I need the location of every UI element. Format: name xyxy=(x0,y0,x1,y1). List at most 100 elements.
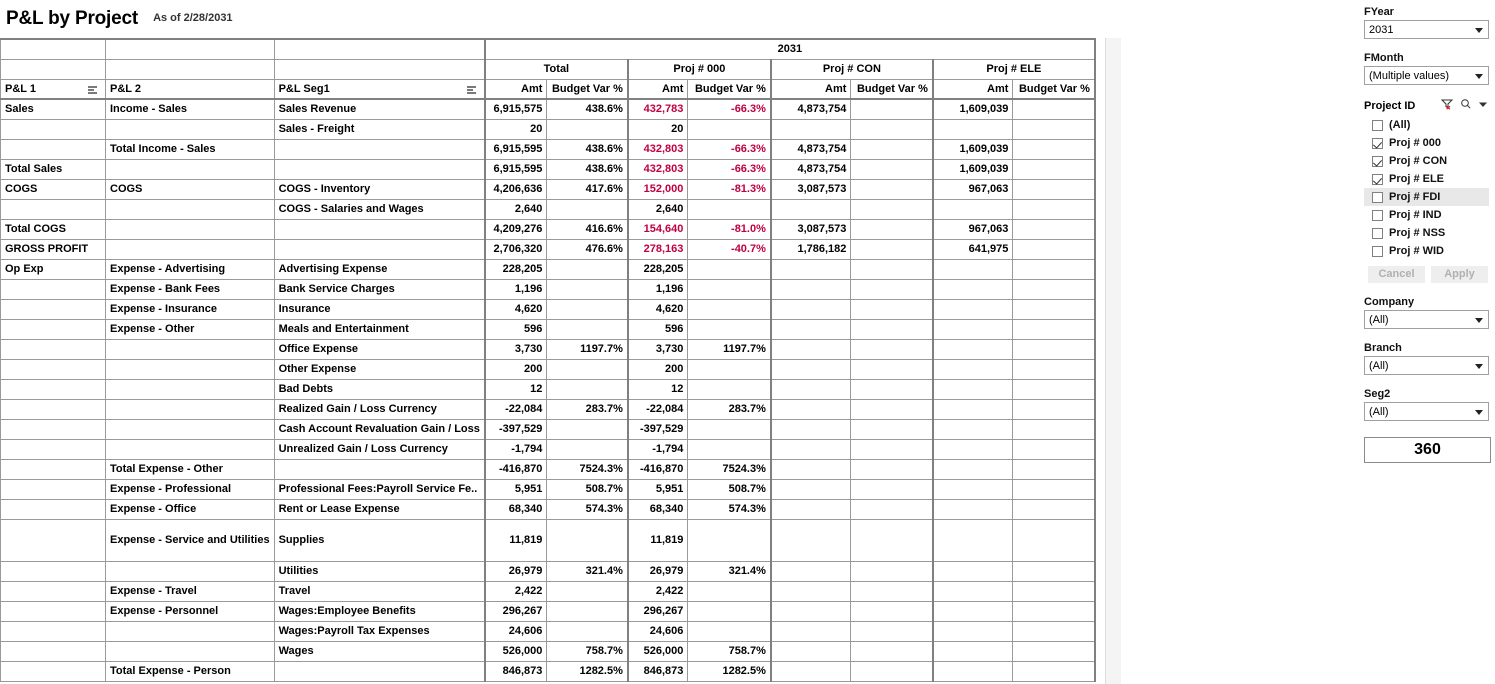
col-group-total[interactable]: Total xyxy=(484,58,629,80)
table-row[interactable]: Expense - Personnel Wages:Employee Benefi… xyxy=(0,600,1096,622)
cell-plseg1: Professional Fees:Payroll Service Fe.. xyxy=(273,478,486,500)
cell-plseg1: Bank Service Charges xyxy=(273,278,486,300)
filter-label-project-id: Project ID xyxy=(1364,99,1416,112)
sort-icon[interactable] xyxy=(86,84,100,96)
table-row[interactable]: Bad Debts 12 12 xyxy=(0,378,1096,400)
table-row[interactable]: Wages 526,000 758.7% 526,000 758.7% xyxy=(0,640,1096,662)
table-row[interactable]: COGS - Salaries and Wages 2,640 2,640 xyxy=(0,198,1096,220)
checkbox-icon[interactable] xyxy=(1372,173,1383,185)
chevron-down-icon[interactable] xyxy=(1475,410,1483,415)
cell-pcon-var xyxy=(850,458,934,480)
filter-select-seg2[interactable]: (All) xyxy=(1364,402,1489,421)
checkbox-icon[interactable] xyxy=(1372,227,1383,239)
table-row[interactable]: Expense - Bank Fees Bank Service Charges 1… xyxy=(0,278,1096,300)
chevron-down-icon[interactable] xyxy=(1475,318,1483,323)
col-group-proj-ele[interactable]: Proj # ELE xyxy=(932,58,1096,80)
sort-icon[interactable] xyxy=(465,84,479,96)
table-row[interactable]: Total Sales 6,915,595 438.6% 432,803 -66.3% 4… xyxy=(0,158,1096,180)
filter-item-project[interactable]: (All) xyxy=(1364,116,1489,134)
table-row[interactable]: Expense - Professional Professional Fees:… xyxy=(0,478,1096,500)
table-row[interactable]: COGS COGS COGS - Inventory 4,206,636 417.6% 1… xyxy=(0,178,1096,200)
pivot-table-container[interactable]: 2031 Total Proj # 000 Proj # CON Proj # … xyxy=(0,38,1121,684)
cell-total-var: 417.6% xyxy=(546,178,629,200)
clear-filter-icon[interactable] xyxy=(1440,98,1455,113)
apply-button[interactable]: Apply xyxy=(1431,266,1488,283)
filter-item-project[interactable]: Proj # ELE xyxy=(1364,170,1489,188)
checkbox-icon[interactable] xyxy=(1372,155,1383,167)
cell-total-var: 476.6% xyxy=(546,238,629,260)
filter-select-fmonth[interactable]: (Multiple values) xyxy=(1364,66,1489,85)
table-row[interactable]: GROSS PROFIT 2,706,320 476.6% 278,163 -40.7%… xyxy=(0,238,1096,260)
table-row[interactable]: Total Income - Sales 6,915,595 438.6% 432,8… xyxy=(0,138,1096,160)
table-row[interactable]: Total Expense - Other -416,870 7524.3% -416… xyxy=(0,458,1096,480)
cell-pcon-var xyxy=(850,98,934,120)
filter-select-branch[interactable]: (All) xyxy=(1364,356,1489,375)
checkbox-icon[interactable] xyxy=(1372,119,1383,131)
checkbox-icon[interactable] xyxy=(1372,245,1383,257)
filter-select-fyear[interactable]: 2031 xyxy=(1364,20,1489,39)
chevron-down-icon[interactable] xyxy=(1475,28,1483,33)
checkbox-icon[interactable] xyxy=(1372,191,1383,203)
filter-item-project[interactable]: Proj # FDI xyxy=(1364,188,1489,206)
cell-pl1: Total COGS xyxy=(0,218,106,240)
table-row[interactable]: Realized Gain / Loss Currency -22,084 283.… xyxy=(0,398,1096,420)
filter-item-project[interactable]: Proj # NSS xyxy=(1364,224,1489,242)
table-row[interactable]: Utilities 26,979 321.4% 26,979 321.4% xyxy=(0,560,1096,582)
filter-item-project[interactable]: Proj # IND xyxy=(1364,206,1489,224)
chevron-down-icon[interactable] xyxy=(1477,98,1489,113)
measure-header-p000-var[interactable]: Budget Var % xyxy=(687,78,772,100)
cell-pcon-amt xyxy=(770,478,852,500)
table-row[interactable]: Unrealized Gain / Loss Currency -1,794 -1,… xyxy=(0,438,1096,460)
cancel-button[interactable]: Cancel xyxy=(1368,266,1425,283)
measure-header-total-amt[interactable]: Amt xyxy=(484,78,548,100)
corner-cell-5 xyxy=(105,58,275,80)
cell-pl2 xyxy=(105,338,275,360)
table-row[interactable]: Expense - Other Meals and Entertainment 59… xyxy=(0,318,1096,340)
cell-pele-var xyxy=(1012,640,1096,662)
search-icon[interactable] xyxy=(1460,98,1472,113)
table-row[interactable]: Expense - Office Rent or Lease Expense 68,… xyxy=(0,498,1096,520)
table-vertical-scrollbar-track[interactable] xyxy=(1105,38,1121,684)
checkbox-icon[interactable] xyxy=(1372,137,1383,149)
checkbox-icon[interactable] xyxy=(1372,209,1383,221)
field-header-pl1[interactable]: P&L 1 xyxy=(0,78,106,100)
cell-pl2 xyxy=(105,118,275,140)
table-row[interactable]: Total Expense - Person 846,873 1282.5% 846,… xyxy=(0,660,1096,682)
cell-total-amt: 26,979 xyxy=(484,560,548,582)
table-row[interactable]: Sales - Freight 20 20 xyxy=(0,118,1096,140)
filter-select-company[interactable]: (All) xyxy=(1364,310,1489,329)
table-row[interactable]: Expense - Travel Travel 2,422 2,422 xyxy=(0,580,1096,602)
filter-item-project[interactable]: Proj # 000 xyxy=(1364,134,1489,152)
measure-header-pele-amt[interactable]: Amt xyxy=(932,78,1014,100)
table-row[interactable]: Cash Account Revaluation Gain / Loss -397… xyxy=(0,418,1096,440)
filter-item-project[interactable]: Proj # CON xyxy=(1364,152,1489,170)
table-row[interactable]: Office Expense 3,730 1197.7% 3,730 1197.7% xyxy=(0,338,1096,360)
filter-item-project[interactable]: Proj # WID xyxy=(1364,242,1489,260)
field-header-plseg1[interactable]: P&L Seg1 xyxy=(273,78,486,100)
table-row[interactable]: Op Exp Expense - Advertising Advertising E… xyxy=(0,258,1096,280)
table-row[interactable]: Total COGS 4,209,276 416.6% 154,640 -81.0% 3,… xyxy=(0,218,1096,240)
table-row[interactable]: Sales Income - Sales Sales Revenue 6,915,57… xyxy=(0,98,1096,120)
table-row[interactable]: Expense - Insurance Insurance 4,620 4,620 xyxy=(0,298,1096,320)
col-group-proj-000[interactable]: Proj # 000 xyxy=(627,58,772,80)
cell-total-amt: 68,340 xyxy=(484,498,548,520)
measure-header-pcon-var[interactable]: Budget Var % xyxy=(850,78,934,100)
measure-header-pcon-amt[interactable]: Amt xyxy=(770,78,852,100)
cell-pele-amt xyxy=(932,318,1014,340)
cell-p000-var: 7524.3% xyxy=(687,458,772,480)
col-group-proj-con[interactable]: Proj # CON xyxy=(770,58,934,80)
field-header-pl2[interactable]: P&L 2 xyxy=(105,78,275,100)
chevron-down-icon[interactable] xyxy=(1475,364,1483,369)
cell-total-var: 574.3% xyxy=(546,498,629,520)
cell-total-var xyxy=(546,600,629,622)
measure-header-total-var[interactable]: Budget Var % xyxy=(546,78,629,100)
measure-header-pele-var[interactable]: Budget Var % xyxy=(1012,78,1096,100)
measure-header-p000-amt[interactable]: Amt xyxy=(627,78,689,100)
table-row[interactable]: Other Expense 200 200 xyxy=(0,358,1096,380)
chevron-down-icon[interactable] xyxy=(1475,74,1483,79)
cell-pl2: Expense - Personnel xyxy=(105,600,275,622)
table-row[interactable]: Expense - Service and Utilities Supplies 1… xyxy=(0,518,1096,562)
table-row[interactable]: Wages:Payroll Tax Expenses 24,606 24,606 xyxy=(0,620,1096,642)
filter-list-project-id[interactable]: (All) Proj # 000 Proj # CON Proj # ELE Proj … xyxy=(1364,116,1489,260)
cell-pcon-var xyxy=(850,218,934,240)
